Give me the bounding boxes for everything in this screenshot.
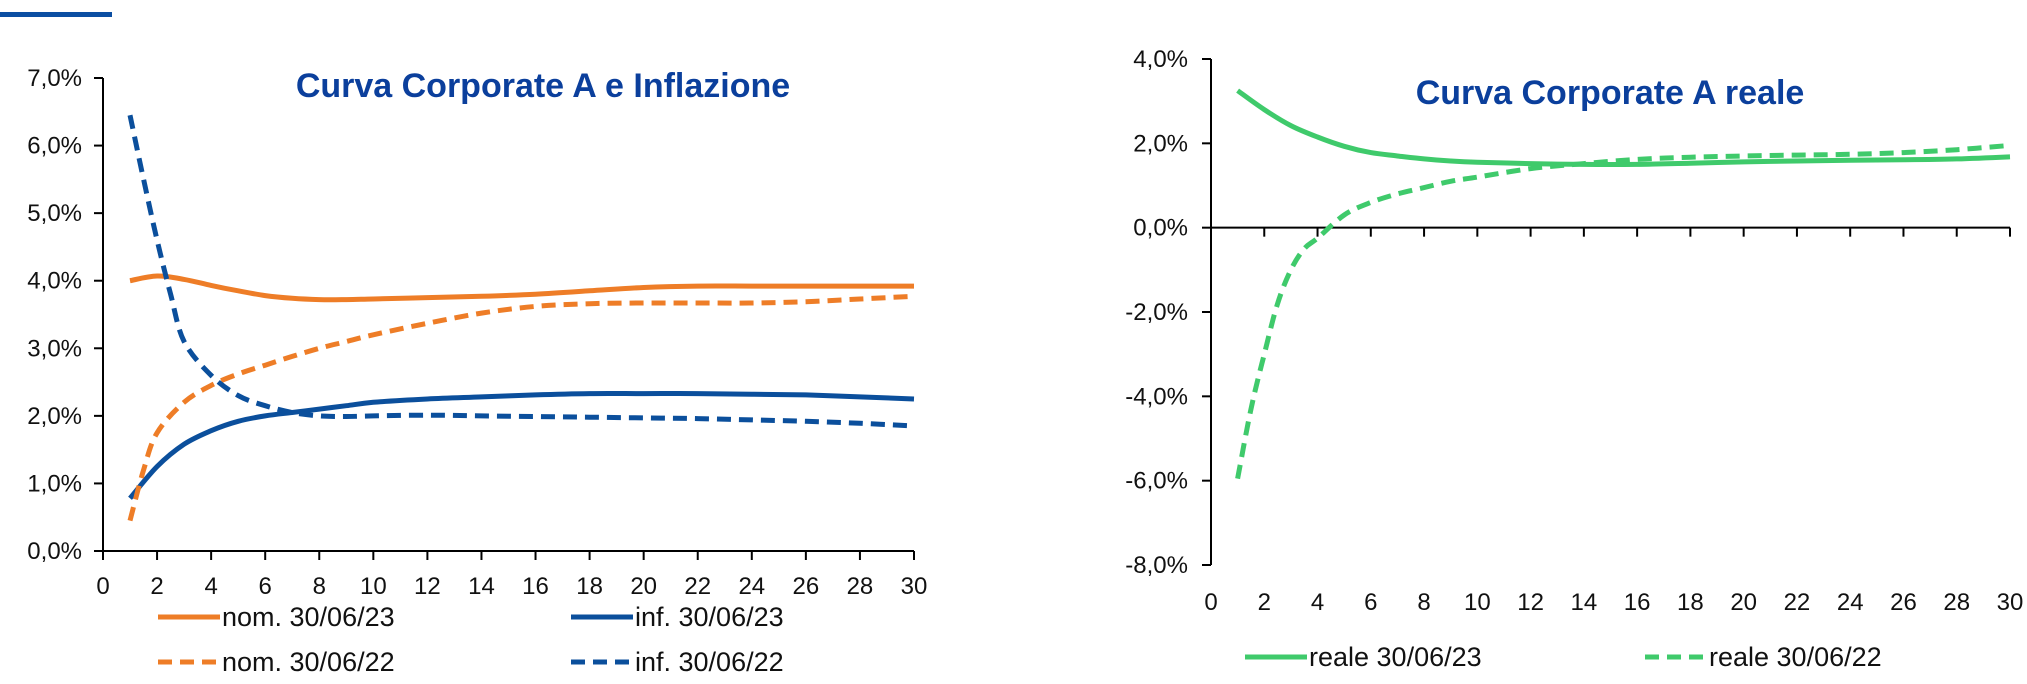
x-tick-label: 10 (360, 573, 387, 600)
x-tick-label: 10 (1464, 589, 1491, 616)
series-line-inf-30-06-23 (128, 390, 915, 500)
x-tick-label: 12 (1517, 589, 1544, 616)
x-tick-label: 22 (684, 573, 711, 600)
y-tick-label: 4,0% (27, 268, 82, 295)
x-tick-label: 4 (204, 573, 217, 600)
y-tick-label: -4,0% (1125, 383, 1188, 410)
y-tick-label: 6,0% (27, 133, 82, 160)
chart-corporate-reale: Curva Corporate A reale -8,0% -6,0% -4,0% -2… (1125, 46, 2023, 672)
y-tick-label: -8,0% (1125, 552, 1188, 579)
header-accent-bar (0, 12, 112, 17)
y-tick-label: 2,0% (27, 403, 82, 430)
legend-item-inf-30-06-23: inf. 30/06/23 (571, 602, 784, 632)
legend-item-nom-30-06-23: nom. 30/06/23 (158, 602, 395, 632)
x-tick-label: 16 (522, 573, 549, 600)
x-tick-label: 16 (1624, 589, 1651, 616)
legend-item-reale-30-06-23: reale 30/06/23 (1245, 642, 1482, 672)
y-tick-label: 0,0% (1133, 215, 1188, 242)
legend-label: inf. 30/06/22 (635, 647, 784, 677)
x-tick-label: 20 (630, 573, 657, 600)
y-tick-label: 0,0% (27, 538, 82, 565)
x-tick-label: 26 (1890, 589, 1917, 616)
legend-label: nom. 30/06/22 (222, 647, 395, 677)
x-tick-label: 0 (1204, 589, 1217, 616)
chart-title: Curva Corporate A reale (1416, 74, 1805, 112)
x-tick-label: 12 (414, 573, 441, 600)
x-tick-label: 28 (847, 573, 874, 600)
x-tick-label: 2 (150, 573, 163, 600)
x-tick-label: 20 (1730, 589, 1757, 616)
x-tick-label: 2 (1258, 589, 1271, 616)
legend-item-nom-30-06-22: nom. 30/06/22 (158, 647, 395, 677)
y-tick-label: 7,0% (27, 65, 82, 92)
chart-corporate-inflazione: Curva Corporate A e Inflazione 0,0% 1,0% 2,… (27, 65, 927, 677)
x-tick-label: 24 (1837, 589, 1864, 616)
x-tick-label: 8 (313, 573, 326, 600)
x-tick-label: 24 (738, 573, 765, 600)
x-tick-label: 18 (576, 573, 603, 600)
legend-label: inf. 30/06/23 (635, 602, 784, 632)
x-tick-label: 8 (1417, 589, 1430, 616)
series-line-nom-30-06-23 (129, 273, 914, 303)
series-line-nom-30-06-22 (127, 293, 915, 522)
legend-label: reale 30/06/22 (1709, 642, 1882, 672)
x-tick-label: 14 (468, 573, 495, 600)
legend-item-inf-30-06-22: inf. 30/06/22 (571, 647, 784, 677)
y-tick-label: 3,0% (27, 335, 82, 362)
y-tick-label: -6,0% (1125, 468, 1188, 495)
x-tick-label: 30 (901, 573, 928, 600)
legend-item-reale-30-06-22: reale 30/06/22 (1645, 642, 1882, 672)
x-tick-label: 30 (1997, 589, 2024, 616)
x-tick-label: 14 (1571, 589, 1598, 616)
x-tick-label: 4 (1311, 589, 1324, 616)
series-line-reale-30-06-22 (1235, 142, 2011, 480)
legend-label: reale 30/06/23 (1309, 642, 1482, 672)
y-tick-label: 5,0% (27, 200, 82, 227)
y-tick-label: 4,0% (1133, 46, 1188, 73)
x-tick-label: 0 (96, 573, 109, 600)
y-tick-label: -2,0% (1125, 299, 1188, 326)
y-tick-label: 2,0% (1133, 130, 1188, 157)
series-line-inf-30-06-22 (127, 114, 915, 429)
x-tick-label: 22 (1784, 589, 1811, 616)
x-tick-label: 26 (793, 573, 820, 600)
x-tick-label: 18 (1677, 589, 1704, 616)
chart-title: Curva Corporate A e Inflazione (296, 67, 790, 105)
x-tick-label: 28 (1943, 589, 1970, 616)
legend-label: nom. 30/06/23 (222, 602, 395, 632)
series-line-reale-30-06-23 (1236, 88, 2011, 168)
x-tick-label: 6 (259, 573, 272, 600)
x-tick-label: 6 (1364, 589, 1377, 616)
y-tick-label: 1,0% (27, 470, 82, 497)
